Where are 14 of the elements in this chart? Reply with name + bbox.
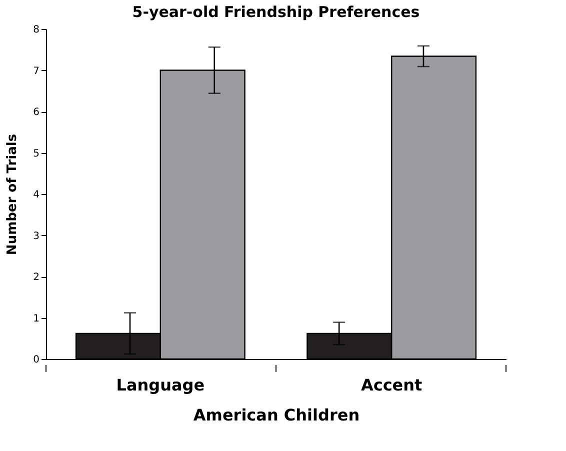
x-tick-label: Accent <box>360 376 423 394</box>
y-tick-label: 0 <box>33 354 40 366</box>
y-tick-label: 2 <box>33 272 40 283</box>
x-tick-label: Language <box>116 376 205 394</box>
y-tick-label: 6 <box>33 107 40 118</box>
y-tick-label: 5 <box>33 148 40 160</box>
y-tick-label: 1 <box>33 313 40 324</box>
y-tick-label: 4 <box>33 190 40 200</box>
y-tick-label: 8 <box>33 24 40 36</box>
y-axis-title: Number of Trials <box>5 134 20 256</box>
x-axis-title: American Children <box>193 406 360 424</box>
y-tick-label: 3 <box>33 230 40 242</box>
chart-title: 5-year-old Friendship Preferences <box>132 3 420 21</box>
y-tick-label: 7 <box>33 66 40 77</box>
